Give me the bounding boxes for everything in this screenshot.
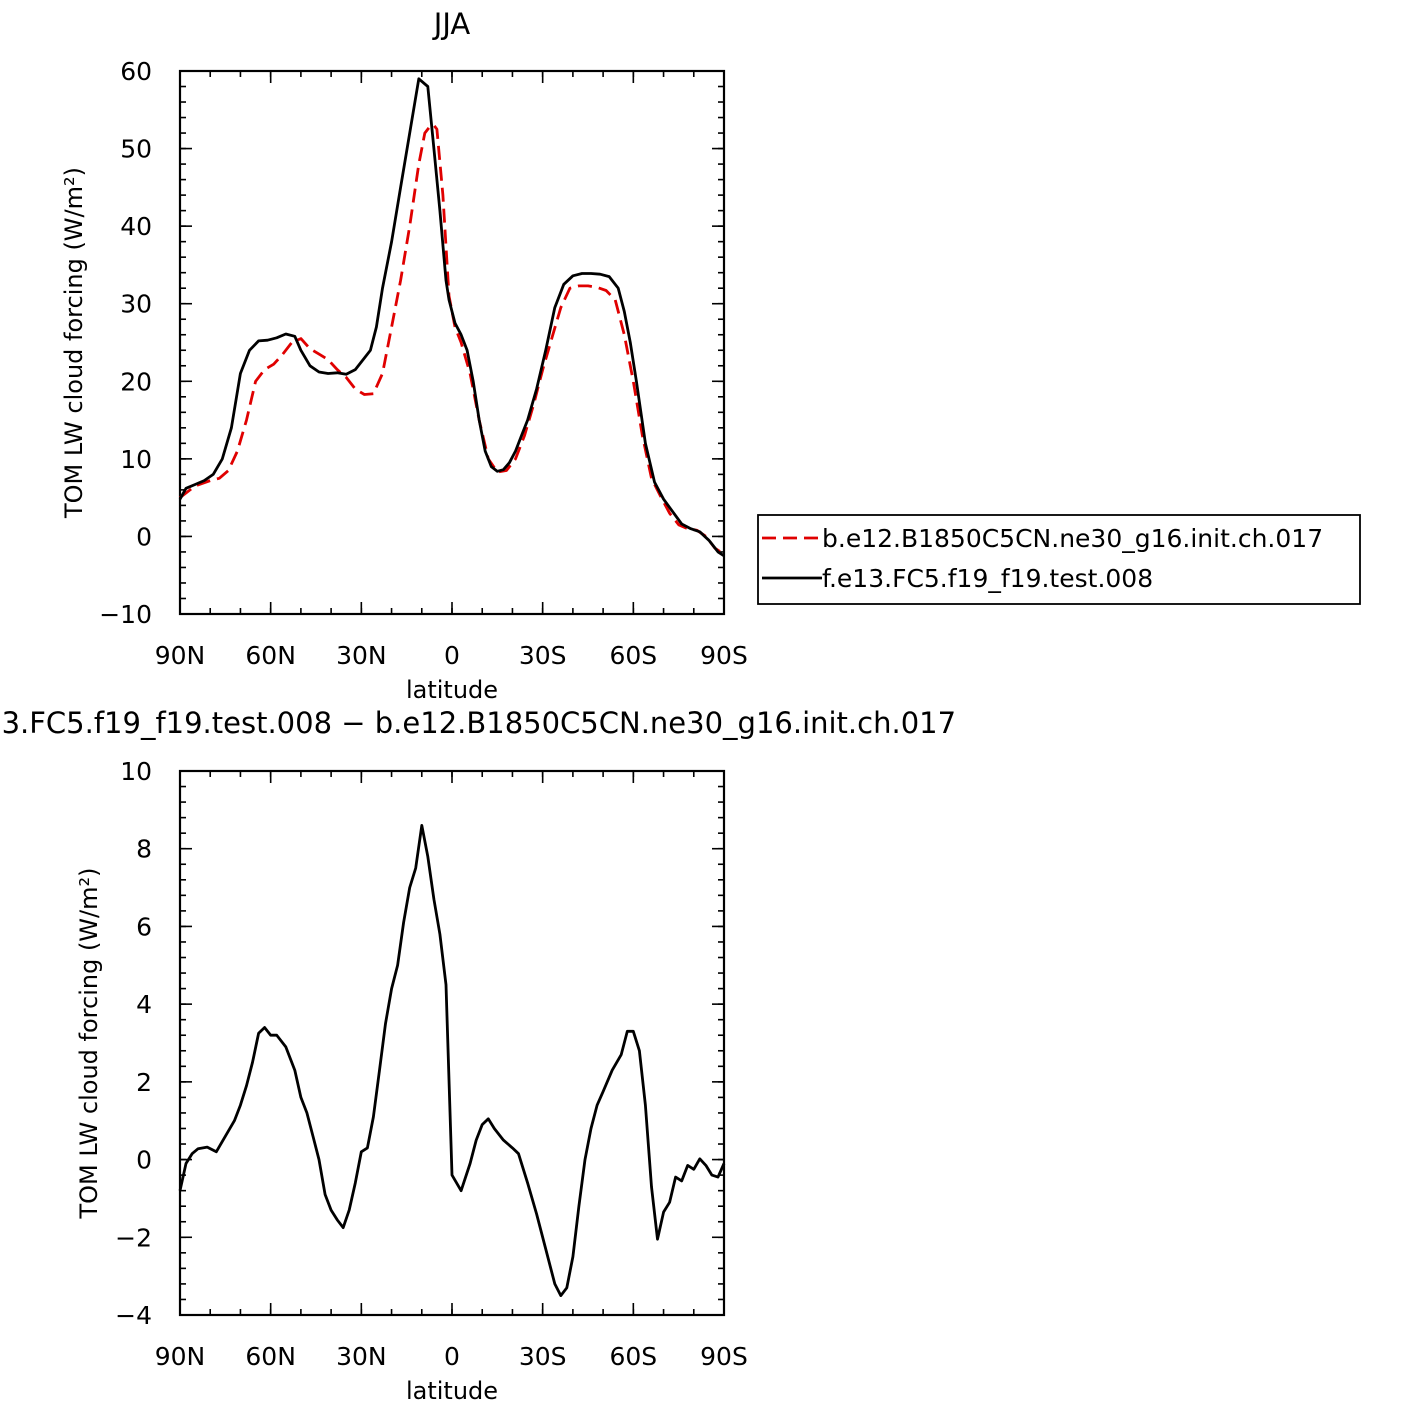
x-tick-label: 30N (336, 1342, 387, 1371)
legend-entry-0: b.e12.B1850C5CN.ne30_g16.init.ch.017 (822, 524, 1323, 553)
series-line-1 (178, 77, 725, 557)
x-tick-label: 90S (700, 641, 748, 670)
series-line-0 (178, 824, 726, 1297)
y-tick-label: −2 (115, 1223, 152, 1252)
y-tick-label: 2 (136, 1068, 152, 1097)
y-tick-label: 8 (136, 835, 152, 864)
legend-entry-1: f.e13.FC5.f19_f19.test.008 (822, 564, 1153, 593)
x-tick-label: 60S (609, 641, 657, 670)
plot-frame (178, 69, 726, 616)
chart-title: JJA (432, 7, 471, 41)
y-tick-label: 6 (136, 912, 152, 941)
x-tick-label: 90N (155, 1342, 206, 1371)
y-tick-label: 0 (136, 1146, 152, 1175)
x-tick-label: 30S (519, 1342, 567, 1371)
x-tick-label: 60N (245, 1342, 296, 1371)
difference-panel: f.e13.FC5.f19_f19.test.008 − b.e12.B1850… (0, 706, 956, 1405)
x-tick-label: 30N (336, 641, 387, 670)
y-axis-label: TOM LW cloud forcing (W/m²) (60, 167, 88, 519)
chart-title: f.e13.FC5.f19_f19.test.008 − b.e12.B1850… (0, 706, 956, 740)
y-tick-label: 50 (120, 135, 152, 164)
y-tick-label: −4 (115, 1301, 152, 1330)
y-tick-label: 0 (136, 522, 152, 551)
x-tick-label: 90S (700, 1342, 748, 1371)
zonal-mean-panel: JJA −10 0 10 20 30 40 50 60 90N 60N 30N 0 30S 60S 90S la… (60, 7, 1361, 704)
x-tick-label: 60S (609, 1342, 657, 1371)
x-tick-label: 30S (519, 641, 567, 670)
plot-frame (178, 769, 726, 1317)
x-axis-label: latitude (406, 1377, 498, 1405)
x-tick-label: 0 (444, 641, 460, 670)
y-tick-label: 10 (120, 445, 152, 474)
y-tick-label: 10 (120, 757, 152, 786)
legend: b.e12.B1850C5CN.ne30_g16.init.ch.017 f.e1… (757, 514, 1361, 605)
x-tick-label: 90N (155, 641, 206, 670)
y-axis-label: TOM LW cloud forcing (W/m²) (75, 868, 103, 1220)
y-tick-label: 30 (120, 290, 152, 319)
y-tick-label: −10 (99, 600, 152, 629)
x-tick-label: 60N (245, 641, 296, 670)
y-tick-label: 20 (120, 367, 152, 396)
x-axis-label: latitude (406, 676, 498, 704)
legend-box (757, 514, 1361, 605)
x-tick-label: 0 (444, 1342, 460, 1371)
y-tick-label: 4 (136, 990, 152, 1019)
y-tick-label: 40 (120, 212, 152, 241)
y-tick-label: 60 (120, 57, 152, 86)
